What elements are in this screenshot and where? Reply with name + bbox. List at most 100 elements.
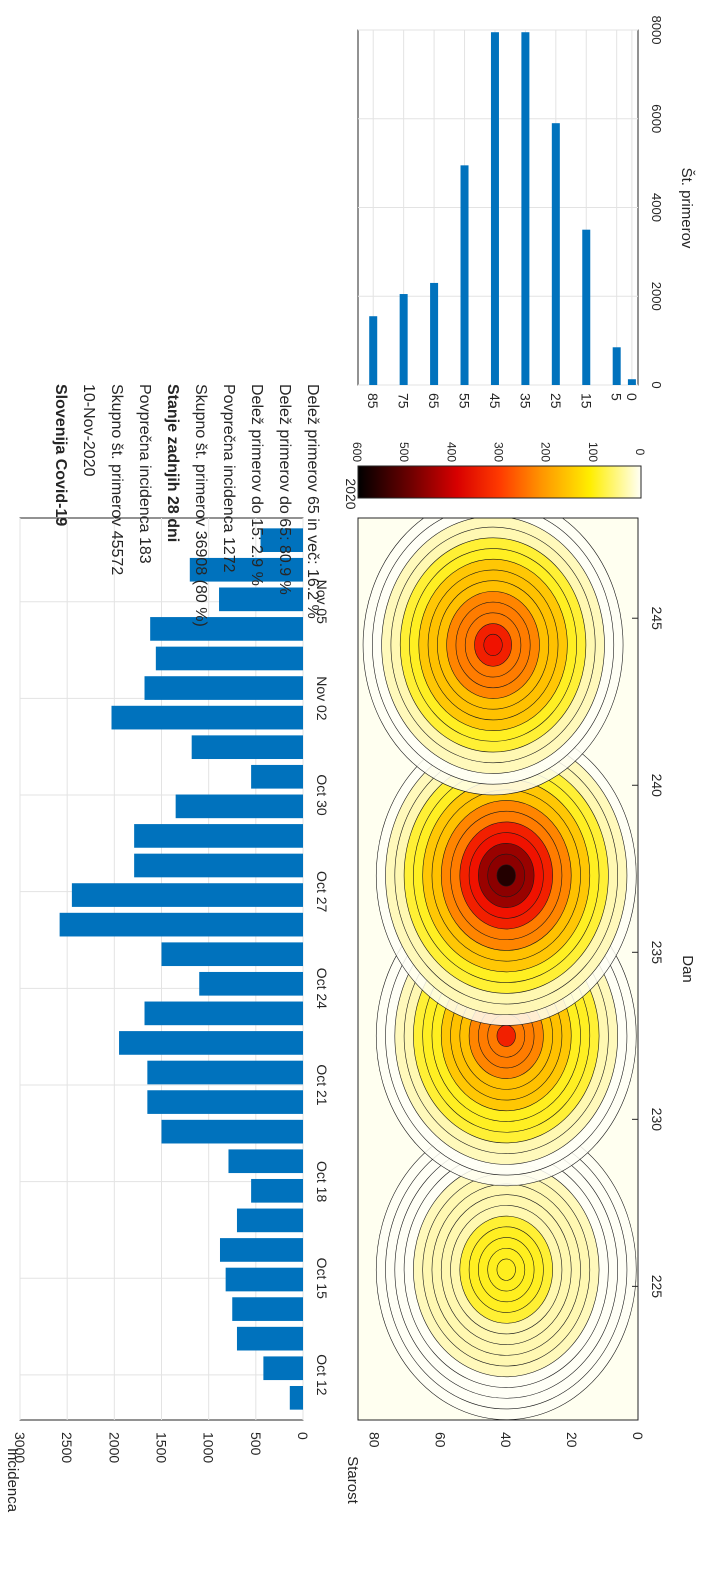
incidence-bar [134,824,303,848]
x-tick-label: Oct 18 [314,1161,330,1202]
incidence-bar [191,735,303,760]
age-category-label: 85 [365,393,381,409]
info-line: Delež primerov do 15: 2.9 % [248,384,265,586]
y-tick-label: 0 [295,1432,311,1440]
incidence-bar [175,794,303,819]
colorbar-gradient [357,465,642,499]
contour-level [483,633,503,656]
contour-x-label: Dan [679,955,696,983]
y-tick-label: 2500 [59,1432,75,1463]
age-bars [369,32,636,385]
colorbar-tick-label: 200 [539,442,553,462]
contour-plot-area [357,517,639,1421]
info-line: Povprečna incidenca 1272 [220,384,237,573]
contour-chart: 0 20 40 60 80 225 230 235 240 245 2020 Starost D… [343,478,696,1504]
contour-blobs [362,518,637,1420]
colorbar: 0 100 200 300 400 500 600 [350,442,647,499]
y-tick-label: 2000 [106,1432,122,1463]
info-line: Skupno št. primerov 36908 (80 %) [192,384,209,627]
x-tick-label: 225 [649,1275,665,1299]
contour-level [496,864,516,887]
age-value-label: 2000 [649,282,664,311]
colorbar-tick-label: 600 [350,442,364,462]
age-value-label: 0 [649,381,664,388]
age-value-label: 8000 [649,16,664,45]
age-category-ticks: 05 15 25 35 45 55 65 75 85 [365,393,640,409]
incidence-bar [236,1326,303,1351]
age-category-label: 55 [457,393,473,409]
x-tick-label: Oct 24 [314,968,330,1009]
age-category-label: 75 [396,393,412,409]
colorbar-tick-label: 500 [397,442,411,462]
incidence-bar [232,1297,303,1321]
contour-level [496,1258,516,1281]
info-date: 10-Nov-2020 [80,384,97,477]
x-tick-label: 230 [649,1108,665,1132]
contour-year-label: 2020 [343,478,359,509]
y-tick-label: 40 [498,1432,514,1448]
incidence-bars [59,528,304,1410]
colorbar-tick-label: 100 [586,442,600,462]
x-tick-label: 235 [649,941,665,965]
info-line: Povprečna incidenca 183 [136,384,153,564]
incidence-bar [155,646,303,671]
incidence-bar [199,971,303,996]
age-category-label: 5 [609,393,625,401]
y-tick-label: 0 [630,1432,646,1440]
info-line: Skupno št. primerov 45572 [108,384,125,575]
y-tick-label: 1500 [154,1432,170,1463]
age-category-label: 0 [624,393,640,401]
age-category-label: 45 [487,393,503,409]
age-bar [460,165,469,385]
info-title: Slovenija Covid-19 [52,384,69,526]
x-tick-label: Oct 12 [314,1354,330,1395]
y-tick-label: 3000 [12,1432,28,1463]
age-bar [369,316,378,385]
incidence-bar [219,587,303,612]
contour-level [496,1024,516,1047]
info-box: Slovenija Covid-19 10-Nov-2020 Skupno št… [52,384,321,627]
contour-y-label: Starost [344,1456,361,1504]
contour-x-ticks: 225 230 235 240 245 [632,607,665,1299]
x-tick-label: Oct 21 [314,1064,330,1105]
incidence-bar [119,1031,303,1055]
age-category-label: 15 [578,393,594,409]
info-line: Stanje zadnjih 28 dni [164,384,181,542]
info-line: Delež primerov 65 in več: 16.2 % [304,384,321,619]
incidence-bar [189,557,303,582]
incidence-bar [147,1060,303,1085]
age-value-label: 6000 [649,104,664,133]
age-bar [582,229,591,385]
y-tick-label: 20 [564,1432,580,1448]
incidence-bar [161,1119,303,1144]
incidence-bar [144,1001,303,1026]
incidence-y-ticks: 0 500 1000 1500 2000 2500 3000 [12,1432,311,1463]
incidence-bar [251,1178,303,1203]
incidence-bar [219,1238,303,1262]
incidence-bar [225,1267,303,1292]
info-lines: Skupno št. primerov 45572 Povprečna incid… [108,384,321,627]
incidence-bar [144,676,303,700]
age-bar [551,123,560,385]
x-tick-label: Nov 05 [314,580,330,625]
colorbar-tick-label: 0 [633,449,647,456]
incidence-bar [161,942,303,967]
age-category-label: 35 [517,393,533,409]
age-x-label: Št. primerov [678,168,695,249]
incidence-y-label: Incidenca [4,1448,21,1513]
incidence-bar [263,1356,303,1381]
y-tick-label: 60 [432,1432,448,1448]
x-tick-label: 245 [649,607,665,631]
contour-y-ticks: 0 20 40 60 80 [366,1432,646,1448]
age-bar [612,347,621,385]
incidence-bar [147,1090,303,1114]
age-bar [399,294,408,385]
y-tick-label: 1000 [201,1432,217,1463]
incidence-bar [134,853,303,878]
age-bar [490,32,499,385]
x-tick-label: Oct 27 [314,871,330,912]
x-tick-label: Oct 15 [314,1258,330,1299]
colorbar-tick-label: 400 [444,442,458,462]
incidence-bar [260,528,303,553]
age-value-ticks: 0 2000 4000 6000 8000 [649,16,664,389]
